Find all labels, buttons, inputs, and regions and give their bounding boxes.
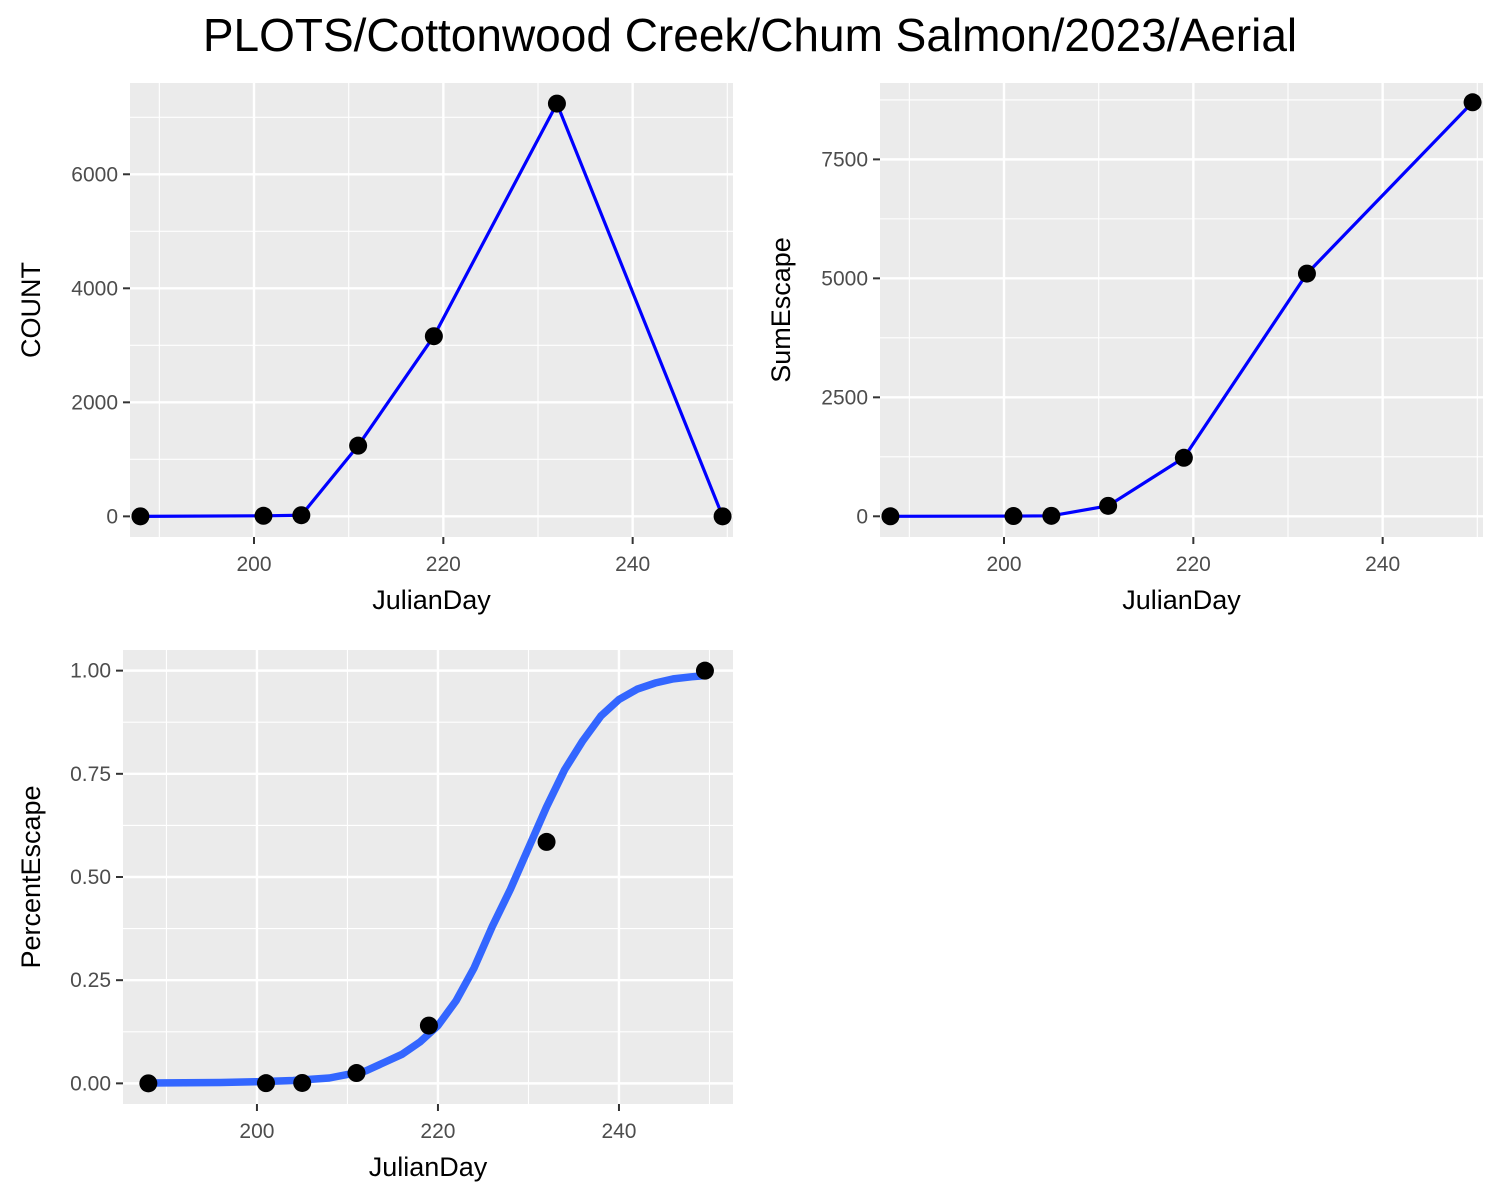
- panel-background: [130, 83, 733, 537]
- gridlines: [123, 650, 733, 1104]
- axes: 200 220 240 0.00 0.25 0.50 0.75 1.00: [70, 660, 636, 1143]
- axes: 200 220 240 0 2000 4000 6000: [71, 163, 650, 576]
- x-axis-title: JulianDay: [372, 585, 491, 615]
- data-point: [695, 661, 714, 680]
- x-tick-label: 220: [420, 1120, 455, 1143]
- y-tick-label: 2000: [71, 391, 118, 414]
- data-point: [1042, 506, 1061, 525]
- data-point: [537, 832, 556, 851]
- y-tick-label: 6000: [71, 163, 118, 186]
- axes: 200 220 240 0 2500 5000 7500: [821, 148, 1400, 576]
- data-point: [1099, 496, 1118, 515]
- x-tick-label: 240: [1365, 553, 1400, 576]
- panel-sumescape: 200 220 240 0 2500 5000 7500 JulianDay SumEsca…: [766, 83, 1483, 615]
- y-tick-label: 5000: [821, 267, 868, 290]
- y-axis-title: SumEscape: [766, 237, 796, 383]
- data-point: [1297, 264, 1316, 283]
- y-tick-label: 0.00: [70, 1072, 111, 1095]
- x-tick-label: 220: [426, 553, 461, 576]
- y-tick-label: 4000: [71, 277, 118, 300]
- y-tick-label: 7500: [821, 148, 868, 171]
- y-axis-title: COUNT: [16, 262, 46, 358]
- x-axis-title: JulianDay: [369, 1152, 488, 1182]
- data-point: [131, 507, 150, 526]
- y-tick-label: 0: [106, 505, 118, 528]
- gridlines: [130, 83, 733, 537]
- data-point: [256, 1074, 275, 1093]
- figure-title: PLOTS/Cottonwood Creek/Chum Salmon/2023/…: [202, 9, 1298, 61]
- y-tick-label: 1.00: [70, 660, 111, 683]
- data-point: [347, 1064, 366, 1083]
- y-tick-label: 0.25: [70, 969, 111, 992]
- data-point: [139, 1074, 158, 1093]
- data-point: [424, 327, 443, 346]
- panel-count: 200 220 240 0 2000 4000 6000 JulianDay COUNT: [16, 83, 733, 615]
- data-point: [419, 1016, 438, 1035]
- x-tick-label: 240: [615, 553, 650, 576]
- y-tick-label: 0.50: [70, 866, 111, 889]
- x-tick-label: 200: [986, 553, 1021, 576]
- data-point: [293, 1073, 312, 1092]
- y-tick-label: 0: [856, 505, 868, 528]
- data-point: [349, 436, 368, 455]
- x-tick-label: 220: [1176, 553, 1211, 576]
- data-point: [713, 507, 732, 526]
- data-point: [881, 507, 900, 526]
- data-point: [1463, 93, 1482, 112]
- data-marks: [131, 94, 732, 526]
- data-point: [254, 506, 273, 525]
- data-point: [547, 94, 566, 113]
- data-marks: [881, 93, 1482, 526]
- fitted-curve: [144, 671, 709, 1087]
- data-point: [1004, 507, 1023, 526]
- x-axis-title: JulianDay: [1122, 585, 1241, 615]
- data-point: [1174, 448, 1193, 467]
- y-tick-label: 2500: [821, 386, 868, 409]
- x-tick-label: 200: [239, 1120, 274, 1143]
- x-tick-label: 240: [601, 1120, 636, 1143]
- panel-background: [880, 83, 1483, 537]
- y-axis-title: PercentEscape: [16, 785, 46, 968]
- data-point: [292, 506, 311, 525]
- gridlines: [880, 83, 1483, 537]
- data-marks: [139, 661, 714, 1093]
- y-tick-label: 0.75: [70, 763, 111, 786]
- x-tick-label: 200: [236, 553, 271, 576]
